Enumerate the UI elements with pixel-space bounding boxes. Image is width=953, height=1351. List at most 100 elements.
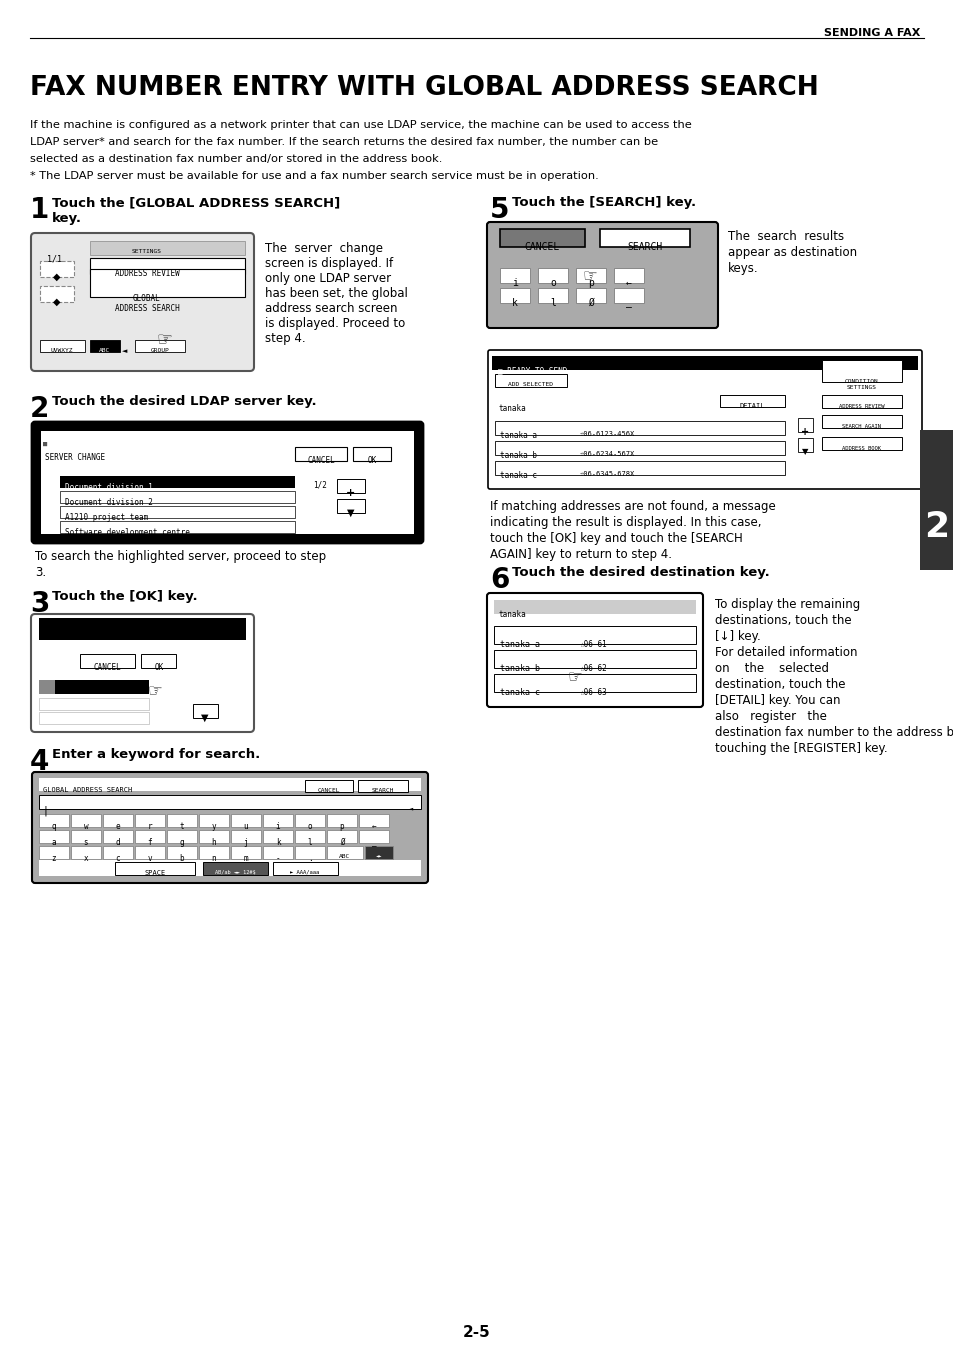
Text: p: p: [587, 278, 594, 288]
Text: [↓] key.: [↓] key.: [714, 630, 760, 643]
Bar: [499, 267, 530, 282]
FancyBboxPatch shape: [30, 613, 253, 732]
Bar: [90, 340, 120, 353]
Text: ←: ←: [625, 278, 631, 288]
Bar: [39, 815, 69, 827]
Text: The  search  results: The search results: [727, 230, 843, 243]
Text: s: s: [84, 838, 89, 847]
Bar: [135, 340, 185, 353]
Text: SEARCH: SEARCH: [627, 242, 662, 253]
Text: m: m: [243, 854, 248, 863]
Bar: [495, 422, 784, 435]
Bar: [614, 267, 643, 282]
Text: ► AAA/aaa: ► AAA/aaa: [290, 870, 319, 875]
Bar: [39, 712, 149, 724]
Bar: [797, 417, 812, 432]
Bar: [720, 394, 784, 407]
Text: Ø: Ø: [587, 299, 594, 308]
Bar: [305, 780, 353, 792]
Bar: [294, 447, 347, 461]
Text: ☞: ☞: [567, 667, 582, 686]
Text: ADDRESS BOOK: ADDRESS BOOK: [841, 446, 881, 451]
Bar: [203, 862, 268, 875]
Text: |: |: [43, 805, 49, 816]
Bar: [263, 830, 293, 843]
Text: 2: 2: [30, 394, 50, 423]
Text: ◄►: ◄►: [375, 854, 382, 859]
Text: ADDRESS REVIEW: ADDRESS REVIEW: [114, 269, 179, 278]
Text: j: j: [243, 838, 248, 847]
Bar: [167, 830, 196, 843]
Text: on    the    selected: on the selected: [714, 662, 828, 676]
Text: a: a: [51, 838, 56, 847]
Text: 1/2: 1/2: [313, 481, 327, 490]
Bar: [80, 654, 135, 667]
Text: CANCEL: CANCEL: [317, 788, 340, 793]
Bar: [41, 431, 414, 534]
Text: +: +: [346, 488, 355, 499]
Bar: [199, 830, 229, 843]
Text: h: h: [212, 838, 216, 847]
Text: AGAIN] key to return to step 4.: AGAIN] key to return to step 4.: [490, 549, 671, 561]
Bar: [39, 778, 420, 790]
Text: .: .: [308, 854, 312, 863]
Bar: [199, 846, 229, 859]
Text: tanaka a: tanaka a: [499, 431, 537, 440]
Bar: [821, 415, 901, 428]
Text: SERVER CHANGE: SERVER CHANGE: [45, 453, 105, 462]
Text: _: _: [372, 838, 375, 847]
Bar: [135, 815, 165, 827]
Bar: [336, 499, 365, 513]
Bar: [60, 507, 294, 517]
Text: FAX NUMBER ENTRY WITH GLOBAL ADDRESS SEARCH: FAX NUMBER ENTRY WITH GLOBAL ADDRESS SEA…: [30, 76, 818, 101]
Text: ◆: ◆: [53, 297, 61, 307]
Bar: [193, 704, 218, 717]
Text: y: y: [212, 821, 216, 831]
Bar: [336, 480, 365, 493]
Text: 6: 6: [490, 566, 509, 594]
Text: v: v: [148, 854, 152, 863]
Bar: [40, 286, 74, 303]
Bar: [494, 600, 696, 613]
Bar: [821, 394, 901, 408]
Bar: [353, 447, 391, 461]
Bar: [492, 357, 917, 370]
Bar: [495, 461, 784, 476]
FancyBboxPatch shape: [30, 232, 253, 372]
Text: To search the highlighted server, proceed to step: To search the highlighted server, procee…: [35, 550, 326, 563]
Bar: [115, 862, 194, 875]
Bar: [327, 830, 356, 843]
Bar: [294, 815, 325, 827]
Text: 3: 3: [30, 590, 50, 617]
Text: ▼: ▼: [347, 508, 355, 517]
Text: 4: 4: [30, 748, 50, 775]
Text: SEARCH: SEARCH: [372, 788, 394, 793]
Text: ☆06-62: ☆06-62: [579, 663, 607, 673]
Bar: [499, 230, 584, 247]
Text: q: q: [51, 821, 56, 831]
Bar: [294, 830, 325, 843]
Text: ADDRESS SEARCH: ADDRESS SEARCH: [114, 304, 179, 313]
Bar: [537, 267, 567, 282]
Text: t: t: [179, 821, 184, 831]
Text: The  server  change: The server change: [265, 242, 382, 255]
Text: _: _: [625, 299, 631, 308]
Bar: [495, 440, 784, 455]
Bar: [821, 436, 901, 450]
Text: To display the remaining: To display the remaining: [714, 598, 860, 611]
Text: also   register   the: also register the: [714, 711, 826, 723]
Text: ☆06-63: ☆06-63: [579, 688, 607, 697]
Text: tanaka c: tanaka c: [499, 688, 539, 697]
Text: i: i: [512, 278, 517, 288]
Text: p: p: [339, 821, 344, 831]
Bar: [39, 846, 69, 859]
Text: CANCEL: CANCEL: [307, 457, 335, 465]
Text: selected as a destination fax number and/or stored in the address book.: selected as a destination fax number and…: [30, 154, 442, 163]
Bar: [231, 830, 261, 843]
Text: Touch the [GLOBAL ADDRESS SEARCH]: Touch the [GLOBAL ADDRESS SEARCH]: [52, 196, 340, 209]
Bar: [39, 698, 149, 711]
Text: address search screen: address search screen: [265, 303, 397, 315]
Bar: [821, 359, 901, 382]
Text: OK: OK: [154, 663, 164, 671]
Text: key.: key.: [52, 212, 82, 226]
